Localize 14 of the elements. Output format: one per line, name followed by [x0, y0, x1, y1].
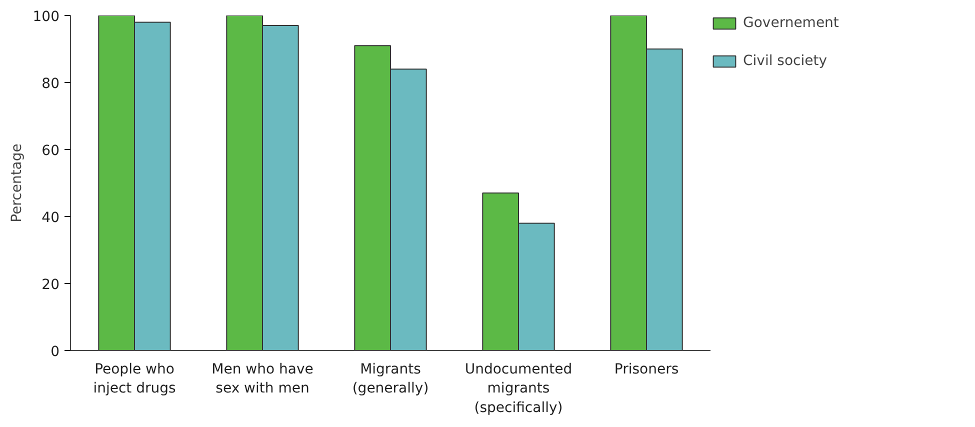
legend-label: Civil society — [743, 53, 828, 69]
x-tick-label: Men who have sex with men — [212, 362, 314, 397]
x-tick-label: Prisoners — [614, 362, 679, 378]
x-tick-label: Undocumented migrants (specifically) — [464, 362, 572, 416]
y-tick-label: 40 — [42, 210, 60, 226]
y-tick-label: 100 — [32, 9, 60, 25]
y-axis-title: Percentage — [8, 144, 25, 222]
y-tick-label: 80 — [42, 76, 60, 92]
y-tick-label: 60 — [42, 143, 60, 159]
y-tick-label: 0 — [50, 344, 60, 360]
y-tick-label: 20 — [42, 277, 60, 293]
legend-label: Governement — [743, 15, 839, 31]
x-tick-label: People who inject drugs — [93, 362, 176, 397]
x-tick-label: Migrants (generally) — [352, 362, 429, 397]
